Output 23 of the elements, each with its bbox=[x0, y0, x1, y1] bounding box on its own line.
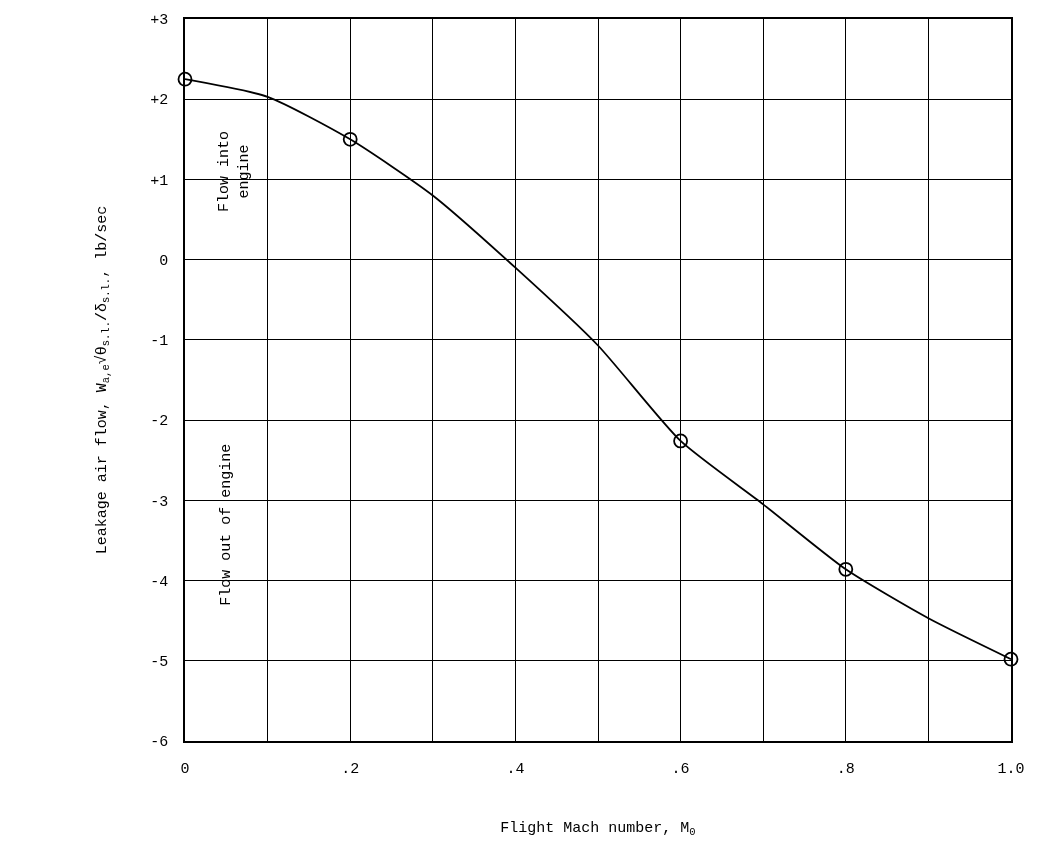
x-axis-title: Flight Mach number, M$_{0}$ bbox=[500, 820, 696, 839]
y-tick-label: -4 bbox=[150, 573, 169, 591]
y-tick-label: 0 bbox=[159, 252, 169, 270]
x-tick-label: 0 bbox=[180, 760, 190, 778]
x-tick-label: .4 bbox=[506, 760, 525, 778]
point bbox=[342, 131, 358, 147]
y-tick-label: +3 bbox=[150, 12, 169, 30]
point bbox=[1003, 651, 1019, 667]
x-tick-label: 1.0 bbox=[997, 760, 1025, 778]
point bbox=[177, 71, 193, 87]
y-tick-label: -6 bbox=[150, 734, 169, 752]
point bbox=[838, 561, 854, 577]
annotation: Flow into engine bbox=[216, 130, 253, 212]
y-tick-label: -3 bbox=[150, 493, 169, 511]
x-tick-label: .2 bbox=[341, 760, 360, 778]
x-tick-label: .6 bbox=[671, 760, 690, 778]
y-tick-label: -1 bbox=[150, 333, 169, 351]
y-tick-label: +1 bbox=[150, 172, 169, 190]
point bbox=[673, 433, 688, 449]
y-tick-label: -5 bbox=[150, 654, 169, 672]
x-tick-label: .8 bbox=[836, 760, 855, 778]
y-tick-label: -2 bbox=[150, 413, 169, 431]
y-tick-label: +2 bbox=[150, 92, 169, 110]
